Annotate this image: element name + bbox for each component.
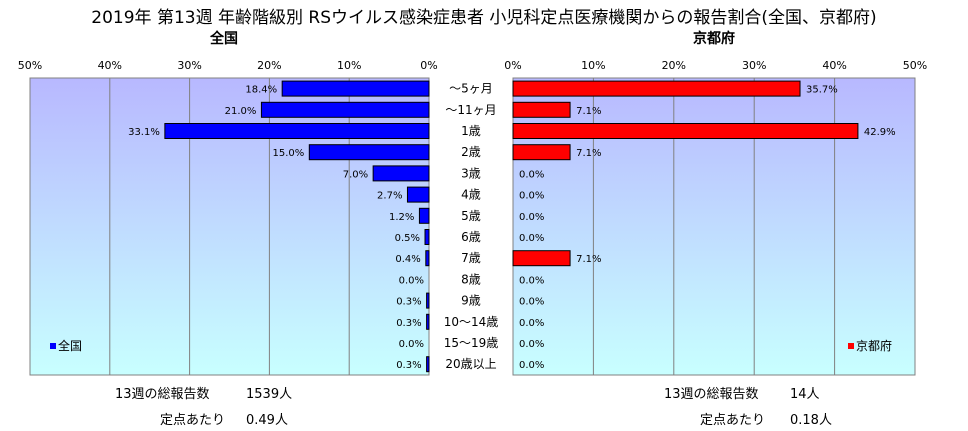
- national-tick-label: 40%: [98, 59, 122, 72]
- category-label: 5歳: [461, 209, 481, 223]
- national-bar: [406, 186, 430, 203]
- kyoto-total-label: 13週の総報告数: [664, 387, 759, 402]
- kyoto-legend-swatch: [848, 343, 854, 349]
- national-tick-label: 20%: [257, 59, 281, 72]
- kyoto-data-label: 35.7%: [806, 85, 838, 96]
- national-per-site-value: 0.49人: [246, 413, 288, 428]
- national-data-label: 33.1%: [128, 127, 160, 138]
- kyoto-data-label: 0.0%: [519, 360, 544, 371]
- kyoto-data-label: 0.0%: [519, 318, 544, 329]
- national-bar: [425, 250, 430, 267]
- national-data-label: 0.4%: [395, 254, 420, 265]
- kyoto-data-label: 42.9%: [864, 127, 896, 138]
- national-bar: [426, 313, 430, 330]
- kyoto-total-value: 14人: [790, 387, 820, 402]
- national-data-label: 0.0%: [399, 275, 424, 286]
- national-chart-title: 全国: [210, 31, 238, 47]
- kyoto-plot-area: [512, 77, 916, 376]
- national-data-label: 0.3%: [396, 318, 421, 329]
- kyoto-bar: [512, 250, 571, 267]
- kyoto-data-label: 7.1%: [576, 148, 601, 159]
- category-label: 3歳: [461, 166, 481, 180]
- kyoto-per-site-value: 0.18人: [790, 413, 832, 428]
- category-label: 〜11ヶ月: [445, 103, 496, 117]
- national-data-label: 0.3%: [396, 297, 421, 308]
- chart-title: 2019年 第13週 年齢階級別 RSウイルス感染症患者 小児科定点医療機関から…: [91, 8, 877, 28]
- category-label: 6歳: [461, 230, 481, 244]
- kyoto-tick-label: 20%: [662, 59, 686, 72]
- national-tick-label: 10%: [337, 59, 361, 72]
- national-per-site-label: 定点あたり: [160, 413, 226, 428]
- national-data-label: 21.0%: [225, 106, 257, 117]
- national-total-value: 1539人: [246, 387, 293, 402]
- national-bar: [164, 123, 430, 139]
- category-label: 1歳: [461, 124, 481, 138]
- national-bar: [308, 144, 430, 161]
- category-label: 4歳: [461, 188, 481, 202]
- national-data-label: 0.3%: [396, 360, 421, 371]
- national-data-label: 0.5%: [395, 233, 420, 244]
- kyoto-data-label: 7.1%: [576, 254, 601, 265]
- kyoto-data-label: 0.0%: [519, 191, 544, 202]
- national-tick-label: 30%: [177, 59, 201, 72]
- national-bar: [418, 207, 430, 224]
- category-label: 7歳: [461, 251, 481, 265]
- kyoto-tick-label: 40%: [822, 59, 846, 72]
- national-data-label: 2.7%: [377, 191, 402, 202]
- kyoto-tick-label: 0%: [504, 59, 521, 72]
- category-label: 10〜14歳: [444, 315, 499, 329]
- national-legend-label: 全国: [58, 338, 82, 353]
- category-label: 2歳: [461, 145, 481, 159]
- national-data-label: 7.0%: [343, 169, 368, 180]
- category-label: 9歳: [461, 294, 481, 308]
- kyoto-bar: [512, 101, 571, 118]
- kyoto-data-label: 7.1%: [576, 106, 601, 117]
- kyoto-data-label: 0.0%: [519, 233, 544, 244]
- kyoto-chart-title: 京都府: [693, 31, 735, 47]
- category-label: 20歳以上: [445, 357, 496, 371]
- kyoto-legend-label: 京都府: [856, 338, 892, 353]
- kyoto-bar: [512, 123, 859, 139]
- national-data-label: 15.0%: [273, 148, 305, 159]
- national-data-label: 1.2%: [389, 212, 414, 223]
- category-label: 15〜19歳: [444, 336, 499, 350]
- national-data-label: 0.0%: [399, 339, 424, 350]
- kyoto-data-label: 0.0%: [519, 297, 544, 308]
- national-total-label: 13週の総報告数: [115, 387, 210, 402]
- kyoto-data-label: 0.0%: [519, 212, 544, 223]
- national-bar: [424, 229, 430, 245]
- national-bar: [426, 292, 430, 309]
- kyoto-tick-label: 30%: [742, 59, 766, 72]
- national-tick-label: 50%: [18, 59, 42, 72]
- national-bar: [260, 101, 430, 118]
- kyoto-tick-label: 50%: [903, 59, 927, 72]
- national-bar: [281, 80, 430, 97]
- national-legend-swatch: [50, 343, 56, 349]
- kyoto-bar: [512, 144, 571, 161]
- category-label: 8歳: [461, 272, 481, 286]
- national-bar: [426, 356, 430, 373]
- kyoto-tick-label: 10%: [581, 59, 605, 72]
- kyoto-data-label: 0.0%: [519, 169, 544, 180]
- kyoto-per-site-label: 定点あたり: [700, 413, 766, 428]
- national-plot-area: [29, 77, 430, 376]
- national-bar: [372, 165, 430, 182]
- kyoto-data-label: 0.0%: [519, 275, 544, 286]
- national-tick-label: 0%: [420, 59, 437, 72]
- category-label: 〜5ヶ月: [449, 82, 493, 96]
- kyoto-bar: [512, 80, 801, 97]
- kyoto-data-label: 0.0%: [519, 339, 544, 350]
- national-data-label: 18.4%: [245, 85, 277, 96]
